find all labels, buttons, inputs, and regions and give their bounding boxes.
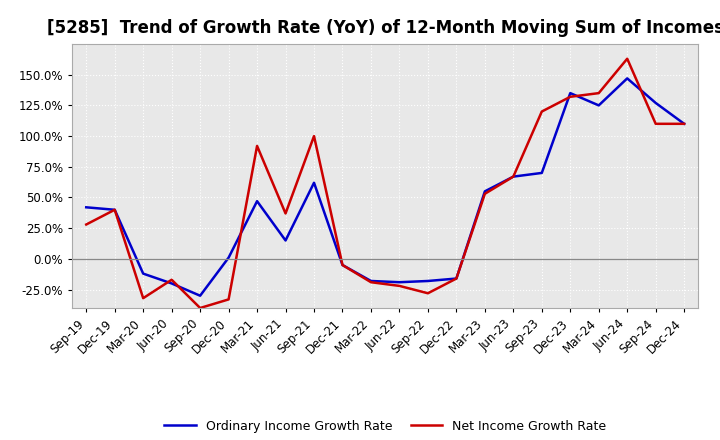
Ordinary Income Growth Rate [652,100,660,106]
Net Income Growth Rate [338,262,347,268]
Net Income Growth Rate [225,297,233,302]
Ordinary Income Growth Rate [452,276,461,281]
Ordinary Income Growth Rate [366,279,375,284]
Ordinary Income Growth Rate [225,255,233,260]
Ordinary Income Growth Rate [310,180,318,185]
Line: Net Income Growth Rate: Net Income Growth Rate [86,59,684,308]
Net Income Growth Rate [82,222,91,227]
Net Income Growth Rate [282,211,290,216]
Net Income Growth Rate [566,94,575,99]
Title: [5285]  Trend of Growth Rate (YoY) of 12-Month Moving Sum of Incomes: [5285] Trend of Growth Rate (YoY) of 12-… [47,19,720,37]
Ordinary Income Growth Rate [139,271,148,276]
Net Income Growth Rate [196,305,204,311]
Ordinary Income Growth Rate [253,198,261,204]
Net Income Growth Rate [480,191,489,196]
Ordinary Income Growth Rate [595,103,603,108]
Net Income Growth Rate [423,291,432,296]
Ordinary Income Growth Rate [82,205,91,210]
Net Income Growth Rate [167,277,176,282]
Ordinary Income Growth Rate [167,281,176,286]
Line: Ordinary Income Growth Rate: Ordinary Income Growth Rate [86,78,684,296]
Ordinary Income Growth Rate [537,170,546,176]
Net Income Growth Rate [139,296,148,301]
Net Income Growth Rate [509,174,518,179]
Net Income Growth Rate [110,207,119,213]
Net Income Growth Rate [253,143,261,149]
Net Income Growth Rate [595,91,603,96]
Net Income Growth Rate [623,56,631,61]
Ordinary Income Growth Rate [196,293,204,298]
Ordinary Income Growth Rate [566,91,575,96]
Net Income Growth Rate [395,283,404,289]
Net Income Growth Rate [652,121,660,126]
Net Income Growth Rate [680,121,688,126]
Ordinary Income Growth Rate [338,262,347,268]
Ordinary Income Growth Rate [623,76,631,81]
Ordinary Income Growth Rate [509,174,518,179]
Ordinary Income Growth Rate [423,279,432,284]
Ordinary Income Growth Rate [480,189,489,194]
Net Income Growth Rate [452,276,461,281]
Net Income Growth Rate [537,109,546,114]
Ordinary Income Growth Rate [110,207,119,213]
Net Income Growth Rate [366,279,375,285]
Net Income Growth Rate [310,133,318,139]
Ordinary Income Growth Rate [680,121,688,126]
Legend: Ordinary Income Growth Rate, Net Income Growth Rate: Ordinary Income Growth Rate, Net Income … [158,414,613,439]
Ordinary Income Growth Rate [282,238,290,243]
Ordinary Income Growth Rate [395,279,404,285]
